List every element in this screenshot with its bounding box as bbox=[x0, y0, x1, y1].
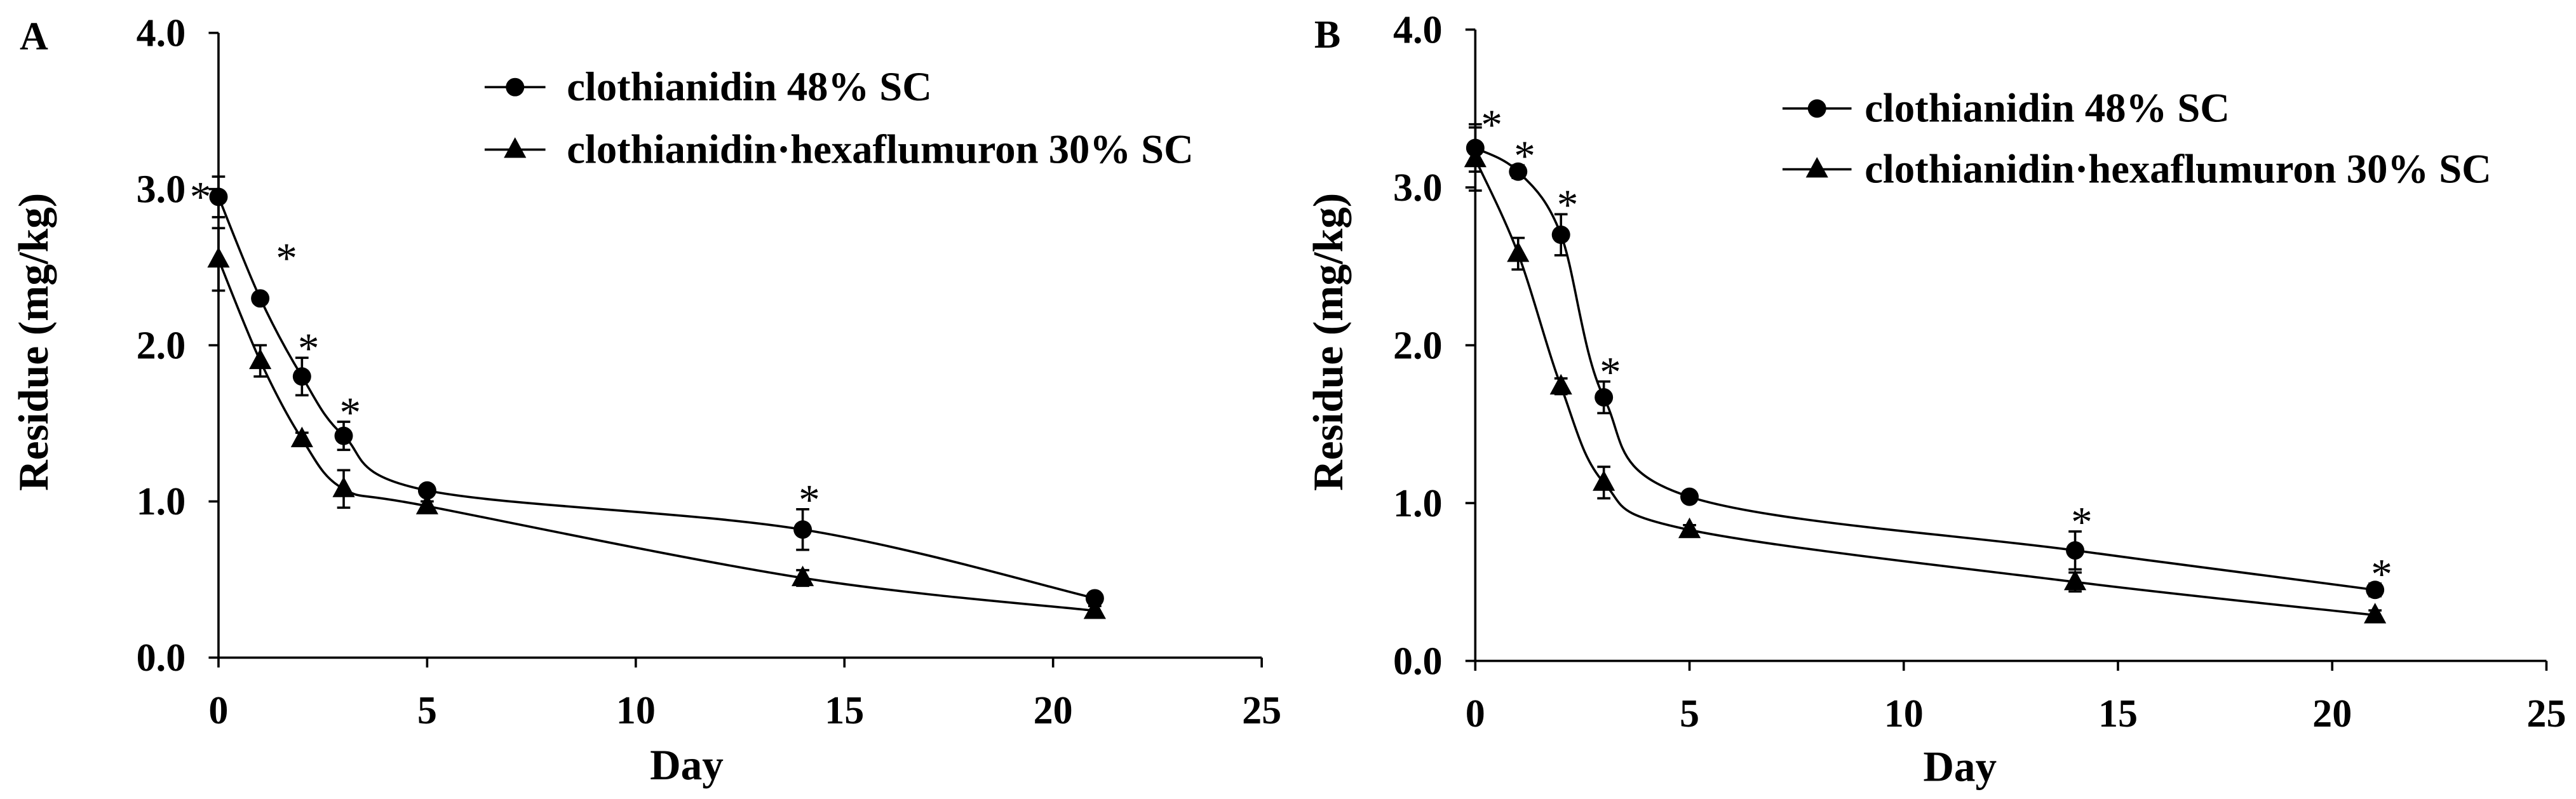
a-significance-asterisk: * bbox=[298, 325, 320, 372]
b-legend-entry-1: clothianidin 48% SC bbox=[1782, 85, 2230, 131]
b-legend-entry-1-marker bbox=[1807, 99, 1826, 118]
b-x-tick-label: 10 bbox=[1884, 692, 1924, 735]
a-significance-asterisk: * bbox=[799, 476, 820, 524]
b-series-1-line bbox=[1474, 147, 2375, 591]
panel-b-label: B bbox=[1314, 13, 1340, 57]
a-x-tick-label: 25 bbox=[1242, 689, 1281, 732]
b-significance-asterisk: * bbox=[1481, 101, 1502, 149]
b-legend-entry-2-label: clothianidin·hexaflumuron 30% SC bbox=[1865, 145, 2492, 191]
a-legend-entry-2: clothianidin·hexaflumuron 30% SC bbox=[484, 126, 1194, 171]
a-series-2-marker bbox=[332, 476, 355, 497]
a-x-tick-label: 0 bbox=[208, 689, 228, 732]
a-series-2-marker bbox=[290, 426, 313, 448]
a-series-2-marker bbox=[415, 493, 438, 514]
panel-b-y-axis-title: Residue (mg/kg) bbox=[1304, 193, 1352, 491]
b-series-2-marker bbox=[2063, 569, 2087, 591]
a-y-tick-label: 1.0 bbox=[137, 480, 186, 523]
panel-b-plot-area: 0.01.02.03.04.00 5 10 15 20 25******clothiani… bbox=[1393, 8, 2566, 735]
a-y-tick-label: 0.0 bbox=[137, 636, 186, 680]
a-y-tick-label: 3.0 bbox=[137, 168, 186, 211]
a-series-2-marker bbox=[1083, 598, 1106, 619]
b-series-1-marker bbox=[1509, 162, 1528, 181]
b-series-2-line bbox=[1474, 158, 2375, 617]
b-y-tick-label: 4.0 bbox=[1393, 8, 1443, 51]
panel-b-x-axis-title: Day bbox=[1923, 742, 1997, 790]
a-series-1-marker bbox=[292, 367, 311, 386]
b-series-1-marker bbox=[2366, 581, 2385, 600]
a-series-1-marker bbox=[1085, 589, 1104, 608]
a-y-tick-label: 4.0 bbox=[137, 11, 186, 55]
a-x-tick-label: 20 bbox=[1034, 689, 1073, 732]
panel-a-x-axis-title: Day bbox=[650, 741, 724, 789]
b-significance-asterisk: * bbox=[2071, 499, 2093, 546]
b-series-1-marker bbox=[1595, 388, 1614, 407]
a-x-tick-label: 15 bbox=[825, 689, 864, 732]
b-significance-asterisk: * bbox=[1514, 132, 1535, 180]
b-series-1-marker bbox=[2066, 541, 2085, 560]
a-series-2-line bbox=[217, 258, 1095, 612]
panel-a-label: A bbox=[20, 15, 48, 58]
a-series-2-marker bbox=[791, 565, 814, 586]
a-series-2-marker bbox=[249, 348, 272, 370]
a-series-1-marker bbox=[334, 426, 353, 445]
b-x-tick-label: 20 bbox=[2312, 692, 2352, 735]
b-significance-asterisk: * bbox=[1557, 181, 1579, 229]
b-significance-asterisk: * bbox=[1600, 348, 1621, 396]
panel-b: B Residue (mg/kg) Day 0.0 1.0 2.0 3.0 4.0 0 5 1… bbox=[1304, 8, 2566, 790]
a-significance-asterisk: * bbox=[340, 389, 361, 436]
b-series-2-marker bbox=[1464, 146, 1487, 168]
a-legend-entry-1: clothianidin 48% SC bbox=[484, 64, 932, 109]
b-x-tick-label: 5 bbox=[1680, 692, 1699, 735]
a-y-tick-label: 2.0 bbox=[137, 324, 186, 367]
a-series-2-marker bbox=[207, 246, 230, 268]
b-series-2-marker bbox=[1678, 517, 1701, 539]
b-x-tick-label: 25 bbox=[2526, 692, 2566, 735]
panel-a-y-axis-title: Residue (mg/kg) bbox=[10, 193, 57, 491]
a-x-tick-label: 5 bbox=[417, 689, 437, 732]
a-series-1-marker bbox=[417, 481, 436, 500]
b-legend-entry-1-label: clothianidin 48% SC bbox=[1865, 85, 2230, 131]
a-x-tick-label: 10 bbox=[616, 689, 656, 732]
b-legend-entry-2: clothianidin·hexaflumuron 30% SC bbox=[1782, 145, 2492, 191]
b-x-tick-label: 0 bbox=[1466, 692, 1485, 735]
b-y-tick-label: 3.0 bbox=[1393, 166, 1443, 210]
b-series-2-marker bbox=[1549, 373, 1572, 395]
a-series-1-line bbox=[217, 196, 1095, 600]
a-legend-entry-2-label: clothianidin·hexaflumuron 30% SC bbox=[567, 126, 1194, 171]
b-series-2-marker bbox=[1593, 470, 1615, 491]
a-series-1-marker bbox=[209, 187, 228, 206]
a-legend-entry-1-marker bbox=[506, 77, 525, 97]
b-y-tick-label: 1.0 bbox=[1393, 482, 1443, 525]
panel-a-plot-area: 0.01.02.03.04.00 5 10 15 20 25*****clothianid… bbox=[137, 11, 1281, 732]
a-legend-entry-2-marker bbox=[504, 137, 527, 158]
b-series-2-marker bbox=[2364, 603, 2387, 624]
a-series-1-marker bbox=[251, 289, 270, 308]
b-x-tick-label: 15 bbox=[2098, 692, 2138, 735]
b-y-tick-label: 2.0 bbox=[1393, 324, 1443, 367]
panel-a: A Residue (mg/kg) Day 0.0 1.0 2.0 3.0 4.0 0 5 1… bbox=[10, 11, 1281, 788]
b-series-1-marker bbox=[1680, 487, 1699, 506]
a-significance-asterisk: * bbox=[190, 173, 212, 220]
b-significance-asterisk: * bbox=[2371, 551, 2392, 598]
b-legend-entry-2-marker bbox=[1805, 157, 1828, 178]
b-y-tick-label: 0.0 bbox=[1393, 640, 1443, 683]
a-series-1-marker bbox=[793, 520, 813, 539]
b-series-2-marker bbox=[1507, 241, 1530, 262]
b-series-1-marker bbox=[1551, 225, 1570, 245]
a-significance-asterisk: * bbox=[276, 234, 297, 282]
a-legend-entry-1-label: clothianidin 48% SC bbox=[567, 64, 932, 109]
